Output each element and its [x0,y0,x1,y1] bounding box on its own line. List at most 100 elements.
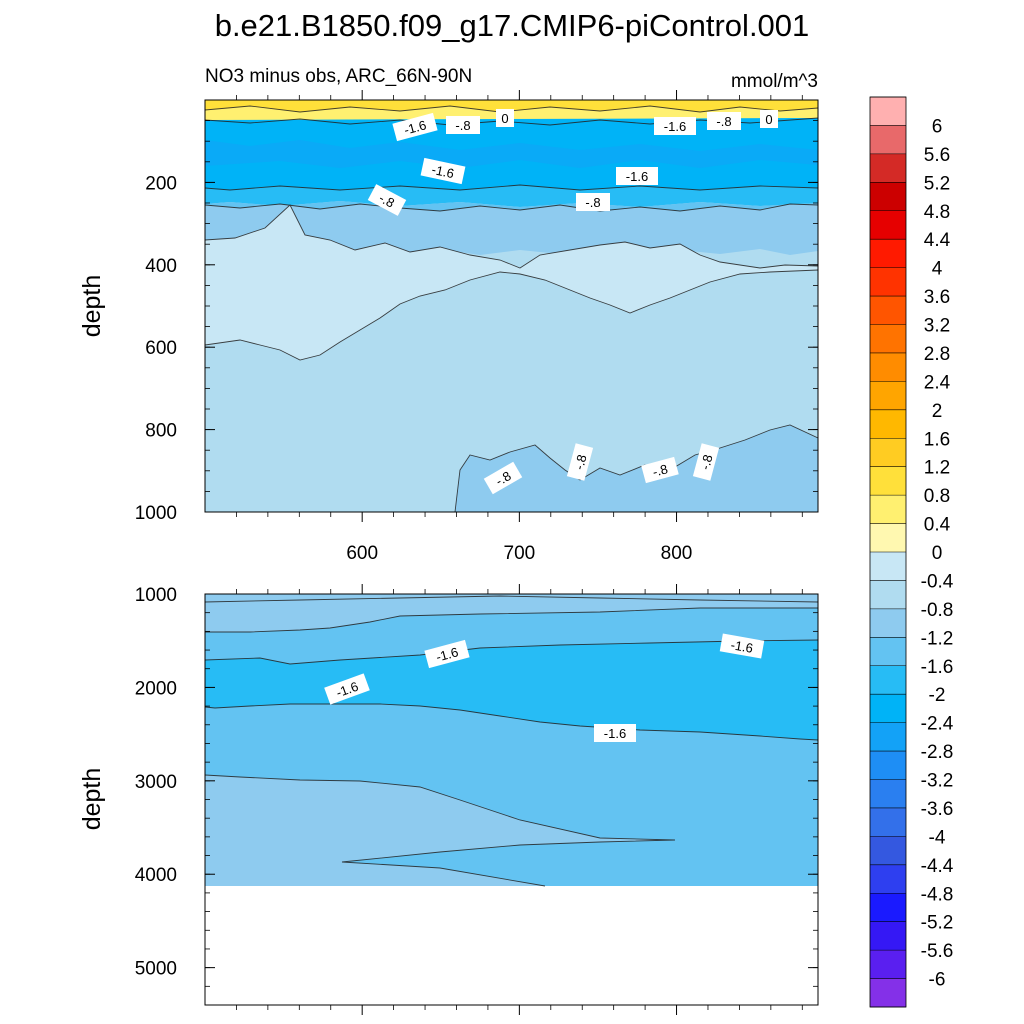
colorbar-label: 5.2 [924,173,950,194]
colorbar-box [870,836,906,866]
colorbar-label: -4.4 [921,856,954,877]
colorbar-label: -5.6 [921,941,954,962]
colorbar-box [870,722,906,752]
contour-label-text: 0 [501,111,508,126]
colorbar-box [870,637,906,667]
colorbar-box [870,751,906,780]
contour-label: -1.6 [324,673,370,705]
colorbar-box [870,864,906,894]
contour-label: -.8 [641,456,679,484]
contour-label-text: -.8 [651,461,670,479]
contour-label-text: -1.6 [434,644,460,664]
colorbar-box [870,267,906,297]
colorbar-label: 4.8 [924,202,950,223]
contour-label-box [707,112,741,130]
colorbar-box [870,580,906,610]
figure-title: b.e21.B1850.f09_g17.CMIP6-piControl.001 [215,8,810,43]
top-panel-units: mmol/m^3 [731,71,818,92]
contour-label: -.8 [483,461,523,495]
y-tick-label: 4000 [135,865,177,886]
contour-label-box [392,112,438,142]
colorbar-label: -3.6 [921,799,954,820]
colorbar-box [870,409,906,439]
colorbar-label: 2.8 [924,344,950,365]
contour-label-box [446,116,480,134]
colorbar-box [870,552,906,581]
colorbar-label: 3.2 [924,316,950,337]
contour-label-box [654,117,696,135]
colorbar-box [870,125,906,155]
y-tick-label: 400 [145,256,177,277]
colorbar-box [870,807,906,837]
colorbar-box [870,921,906,951]
contour-label: -.8 [707,112,741,130]
colorbar-label: -2 [929,685,946,706]
colorbar-box [870,324,906,354]
y-tick-label: 800 [145,421,177,442]
colorbar-box [870,296,906,325]
colorbar-label: -3.2 [921,771,954,792]
colorbar-label: -2.8 [921,742,954,763]
colorbar-box [870,438,906,467]
contour-label: -1.6 [424,639,470,669]
contour-label: -1.6 [616,167,658,185]
contour-label-text: -1.6 [402,117,428,137]
colorbar-box [870,97,906,126]
contour-label-box [420,157,466,185]
contour-label-box [566,443,594,481]
contour-label-box [594,724,636,742]
contour-label-text: -1.6 [664,119,686,134]
contour-label: -.8 [367,184,407,216]
contour-label: -1.6 [420,157,466,185]
colorbar-label: 6 [932,116,943,137]
contour-label-text: 0 [765,112,772,127]
colorbar-box [870,779,906,809]
contour-label-text: -1.6 [604,726,626,741]
contour-label-text: -.8 [377,190,397,210]
colorbar-box [870,466,906,496]
colorbar-label: -4 [929,827,946,848]
y-tick-label: 1000 [135,503,177,524]
colorbar-box [870,978,906,1008]
contour-label-text: -1.6 [626,169,648,184]
contour-label: -.8 [566,443,594,481]
contour-label-text: -.8 [571,453,589,472]
colorbar-label: -0.4 [921,571,954,592]
contour-label-text: -1.6 [334,679,360,701]
colorbar-label: -4.8 [921,884,954,905]
colorbar: 6 5.6 5.2 4.8 4.4 4 3.6 3.2 2.8 2.4 2 1.6 1.2 0.8 0.4 0… [869,96,954,1008]
contour-label: -.8 [446,116,480,134]
contour-label-box [616,167,658,185]
y-tick-label: 600 [145,338,177,359]
contour-label-box [324,673,370,705]
top-contour-fill [205,100,818,512]
colorbar-label: -1.2 [921,628,954,649]
colorbar-box [870,893,906,922]
bottom-ylabel: depth [78,768,106,831]
colorbar-label: -6 [929,970,946,991]
contour-label: -1.6 [719,633,765,659]
colorbar-box [870,608,906,638]
colorbar-label: -0.8 [921,600,954,621]
contour-label-box [641,456,679,484]
colorbar-label: 1.6 [924,429,950,450]
colorbar-label: 2 [932,401,943,422]
colorbar-box [870,523,906,553]
contour-label-box [367,184,407,216]
colorbar-box [870,182,906,212]
x-tick-label: 600 [346,543,378,564]
colorbar-box [870,665,906,695]
contour-label: 0 [760,110,778,128]
y-tick-label: 3000 [135,772,177,793]
colorbar-label: 2.4 [924,372,951,393]
colorbar-box [870,495,906,524]
colorbar-label: 0.4 [924,515,951,536]
colorbar-label: 4 [932,259,943,280]
top-panel-left-string: NO3 minus obs, ARC_66N-90N [205,66,472,87]
y-tick-label: 2000 [135,678,177,699]
colorbar-frame [869,96,907,1008]
contour-label: -.8 [576,193,610,211]
colorbar-label: 4.4 [924,230,951,251]
bottom-contour-labels: -1.6 -1.6 -1.6 -1.6 [324,633,765,742]
